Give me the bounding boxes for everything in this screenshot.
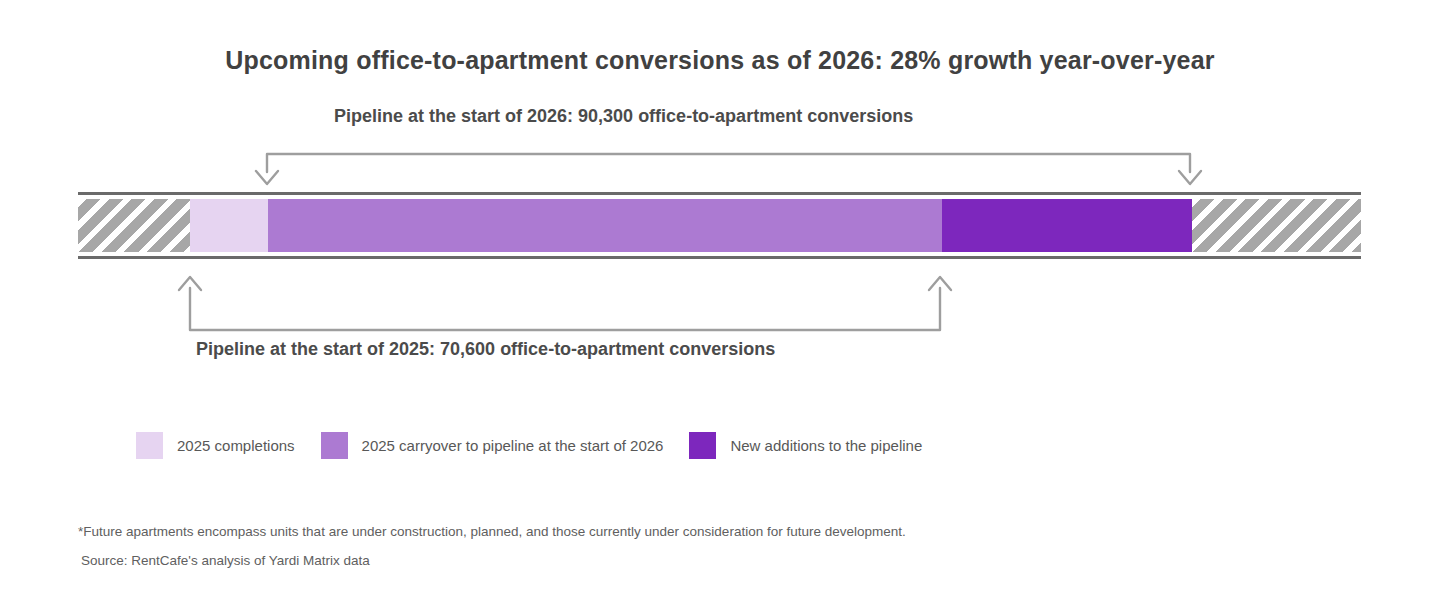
footnote-text: *Future apartments encompass units that …	[78, 525, 906, 539]
bracket-2026	[256, 154, 1201, 184]
bracket-arrows	[0, 0, 1440, 600]
legend: 2025 completions 2025 carryover to pipel…	[136, 432, 948, 459]
stacked-bar	[78, 199, 1361, 252]
bar-segment-hatch-left	[78, 199, 190, 252]
bar-segment-hatch-right	[1192, 199, 1361, 252]
bar-segment-2025-carryover	[268, 199, 942, 252]
arrow-up-icon	[179, 277, 201, 290]
legend-label: New additions to the pipeline	[730, 438, 922, 453]
arrow-down-icon	[256, 171, 278, 184]
chart-canvas: Upcoming office-to-apartment conversions…	[0, 0, 1440, 600]
legend-swatch-completions	[136, 432, 163, 459]
annotation-pipeline-2026: Pipeline at the start of 2026: 90,300 of…	[334, 107, 913, 125]
legend-item-new-additions: New additions to the pipeline	[689, 432, 922, 459]
arrow-down-icon	[1179, 171, 1201, 184]
legend-swatch-carryover	[321, 432, 348, 459]
annotation-pipeline-2025: Pipeline at the start of 2025: 70,600 of…	[196, 340, 775, 358]
bar-bottom-rule	[78, 256, 1361, 259]
chart-title: Upcoming office-to-apartment conversions…	[0, 46, 1440, 75]
legend-label: 2025 carryover to pipeline at the start …	[362, 438, 664, 453]
bar-segment-2025-completions	[190, 199, 268, 252]
legend-swatch-new-additions	[689, 432, 716, 459]
conversion-bar	[78, 192, 1361, 259]
bar-top-rule	[78, 192, 1361, 195]
legend-label: 2025 completions	[177, 438, 295, 453]
footnotes: *Future apartments encompass units that …	[78, 525, 906, 567]
bracket-2025	[179, 277, 951, 330]
arrow-up-icon	[929, 277, 951, 290]
bar-segment-new-additions	[942, 199, 1192, 252]
source-text: Source: RentCafe's analysis of Yardi Mat…	[78, 554, 906, 568]
legend-item-2025-completions: 2025 completions	[136, 432, 295, 459]
legend-item-2025-carryover: 2025 carryover to pipeline at the start …	[321, 432, 664, 459]
